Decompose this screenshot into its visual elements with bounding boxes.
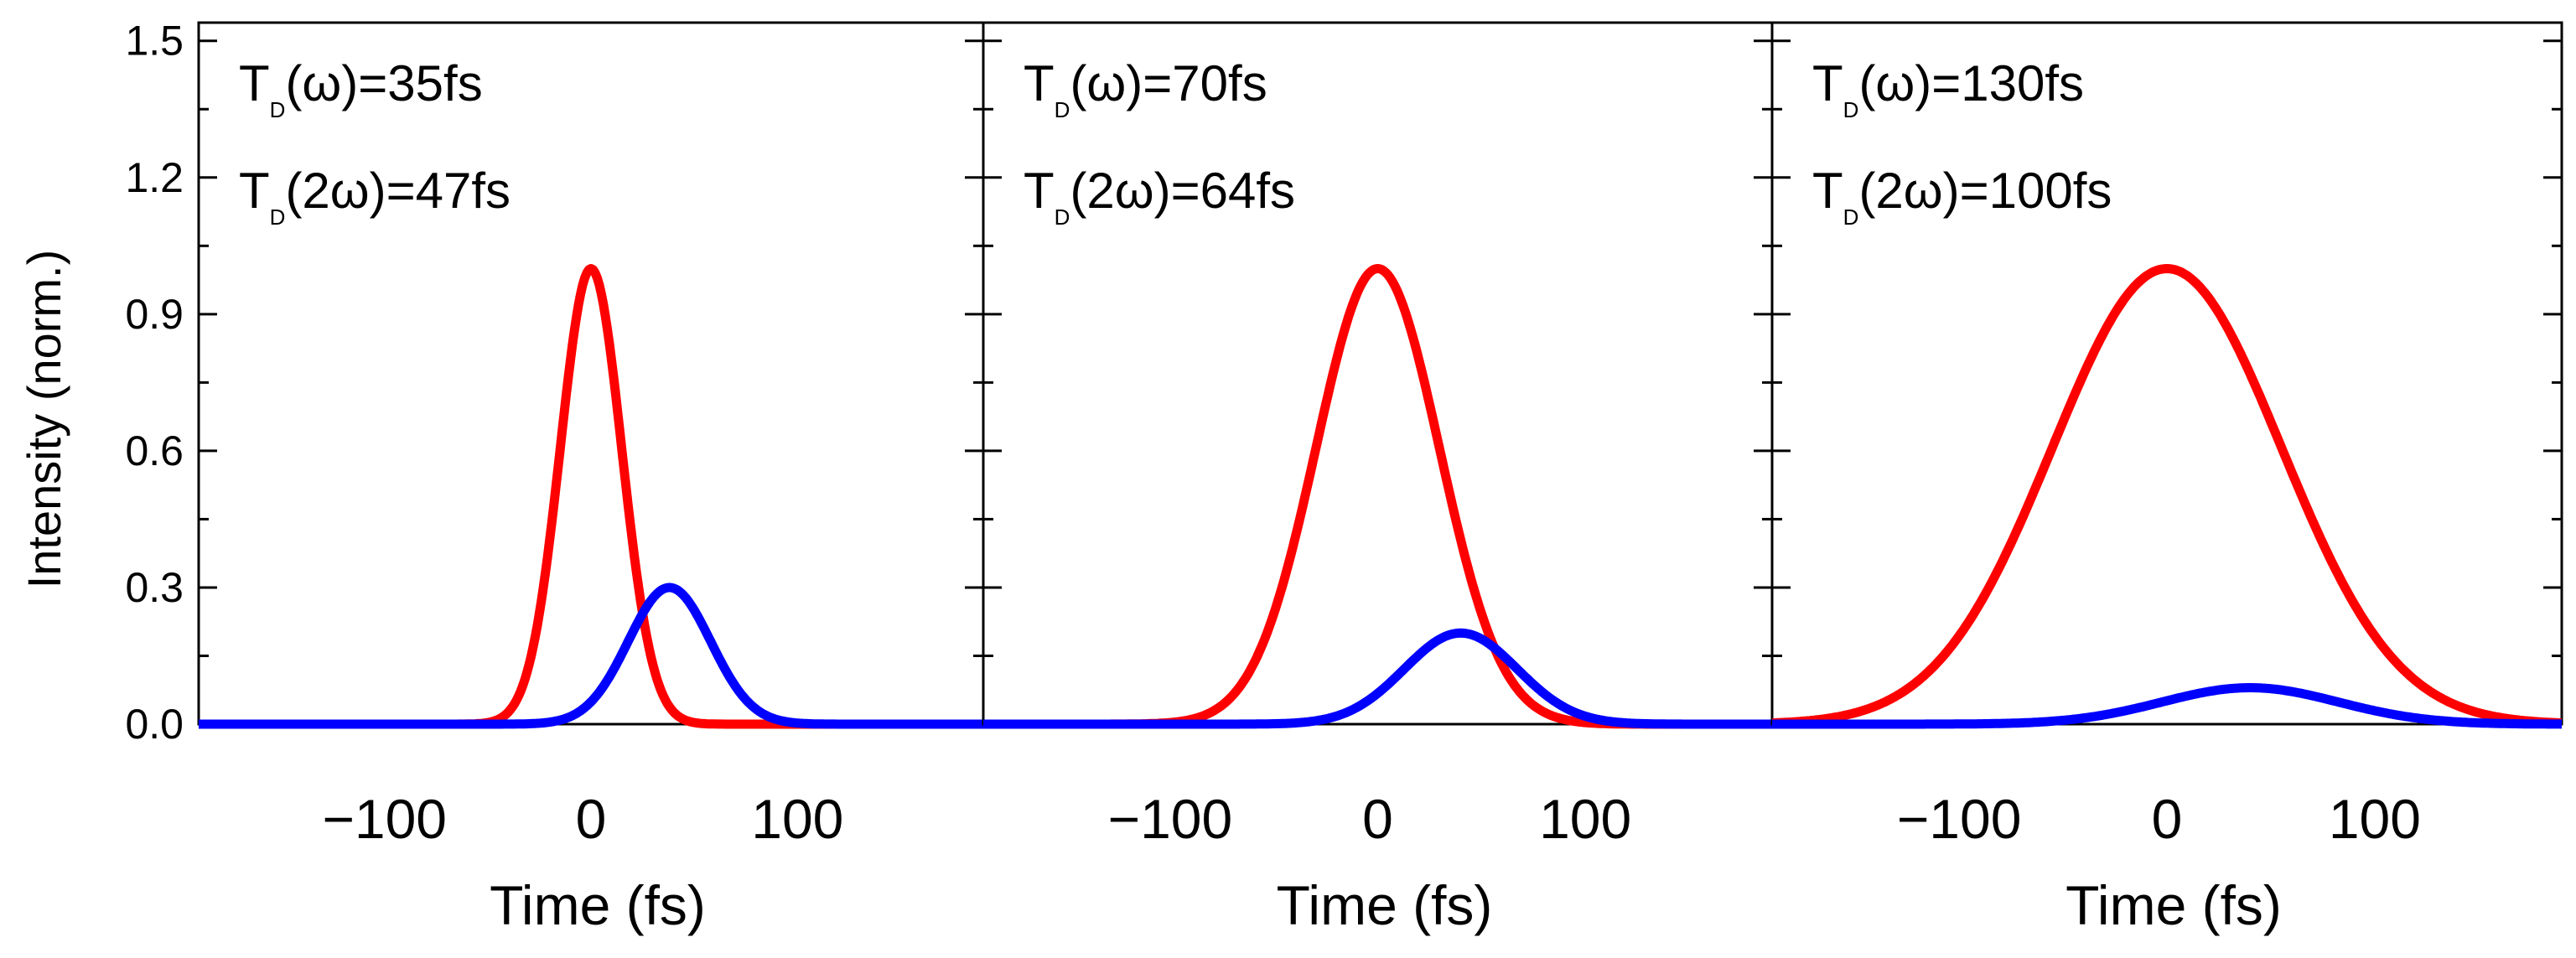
x-tick-label: −100 (1897, 788, 2022, 850)
panel-3: −100 0 100 Time (fs) TD(ω)=130fs TD(2ω)=100fs (1770, 21, 2564, 936)
x-tick-label: 100 (751, 788, 843, 850)
y-tick-label: 0.0 (125, 701, 184, 748)
annotation-1: TD(ω)=70fs (1024, 55, 1267, 122)
annotation-2: TD(2ω)=100fs (1812, 163, 2112, 230)
series-omega-line (1770, 264, 2564, 728)
axes-frame (982, 21, 1774, 726)
series-omega-line (981, 264, 1775, 729)
series-2omega-line (981, 628, 1775, 729)
annotation-1: TD(ω)=130fs (1812, 55, 2084, 122)
series-2omega-line (1770, 683, 2564, 729)
x-tick-label: 100 (2329, 788, 2421, 850)
x-axis-title: Time (fs) (490, 874, 706, 936)
x-tick-label: 0 (576, 788, 607, 850)
x-tick-label: 0 (1362, 788, 1393, 850)
panels: 0.0 0.3 0.6 0.9 1.2 1.5 −100 0 100 Time (fs) TD(ω)… (125, 18, 2564, 936)
y-tick-label: 1.5 (125, 18, 184, 65)
series-2omega-line (196, 583, 986, 729)
y-tick-label: 0.3 (125, 564, 184, 611)
annotation-1: TD(ω)=35fs (239, 55, 483, 122)
axes-frame (197, 21, 985, 726)
y-tick-label: 0.9 (125, 291, 184, 338)
panel-1: 0.0 0.3 0.6 0.9 1.2 1.5 −100 0 100 Time (fs) TD(ω)… (125, 18, 986, 936)
x-tick-label: 0 (2152, 788, 2183, 850)
y-axis-title: Intensity (norm.) (18, 250, 70, 589)
y-tick-label: 0.6 (125, 427, 184, 474)
axes-frame (1770, 21, 2563, 726)
annotation-2: TD(2ω)=47fs (239, 163, 511, 230)
x-tick-label: 100 (1539, 788, 1631, 850)
x-tick-label: −100 (1108, 788, 1233, 850)
panel-2: −100 0 100 Time (fs) TD(ω)=70fs TD(2ω)=64fs (981, 21, 1775, 936)
x-tick-label: −100 (322, 788, 447, 850)
series-omega-line (196, 264, 986, 729)
x-axis-title: Time (fs) (2065, 874, 2282, 936)
annotation-2: TD(2ω)=64fs (1024, 163, 1295, 230)
y-tick-label: 1.2 (125, 154, 184, 201)
x-axis-title: Time (fs) (1277, 874, 1493, 936)
